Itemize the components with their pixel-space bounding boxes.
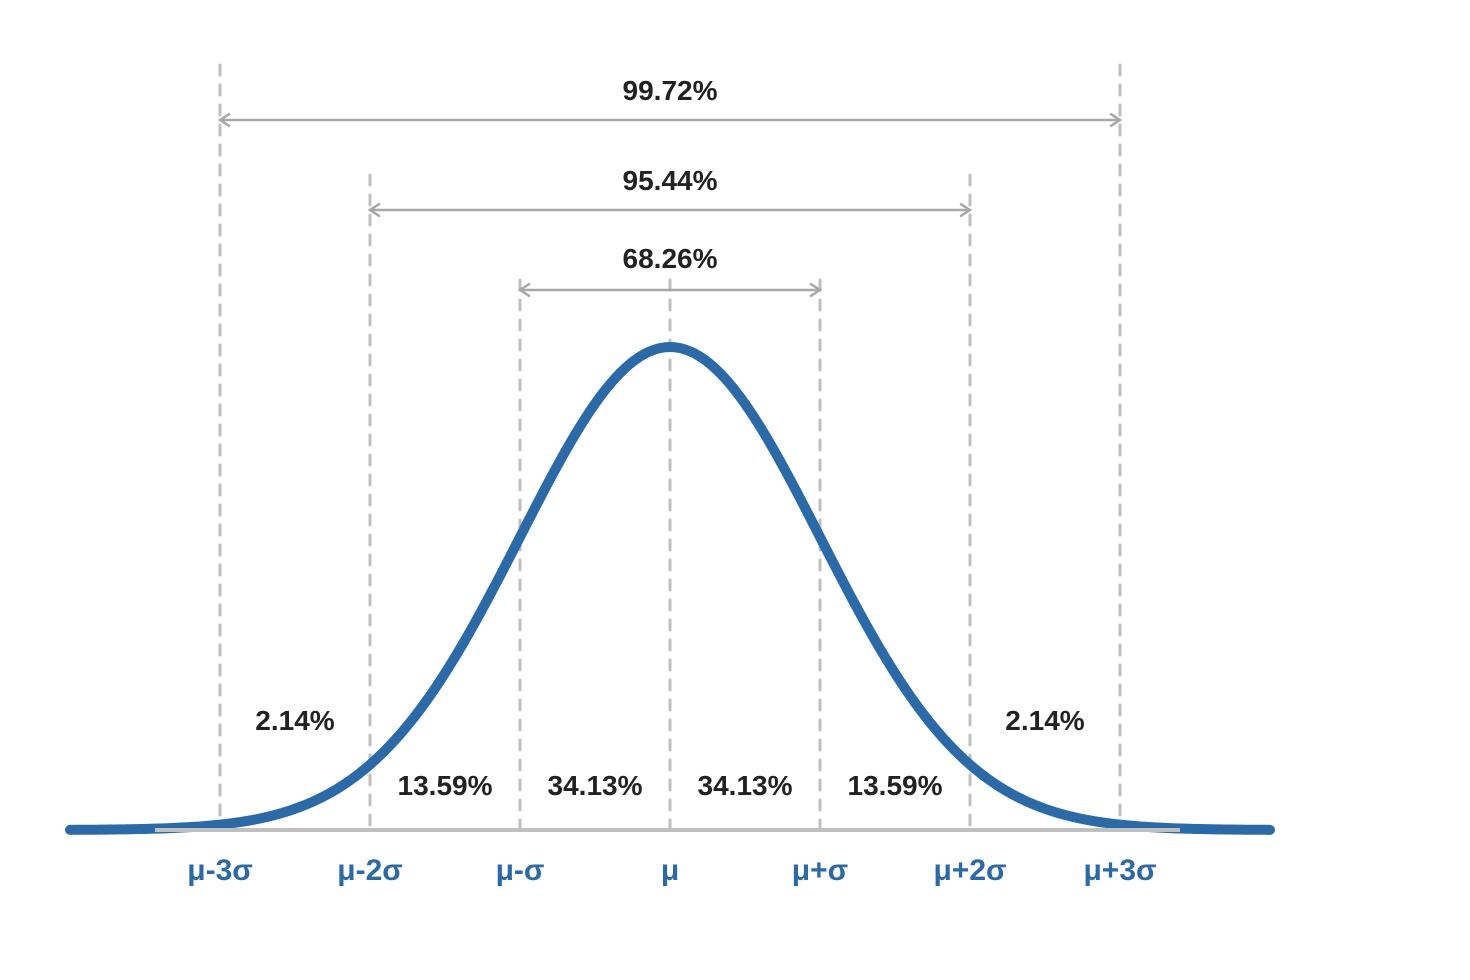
axis-label-sigma--3: μ-3σ (187, 854, 253, 887)
axis-label-sigma-0: μ (661, 854, 679, 887)
segment-percent-label-3: 34.13% (698, 770, 793, 801)
segment-percent-label-1: 13.59% (398, 770, 493, 801)
range-arrow-label-2: 68.26% (623, 243, 718, 274)
axis-label-sigma-1: μ+σ (792, 854, 848, 887)
range-arrow-label-1: 95.44% (623, 165, 718, 196)
range-arrow-labels: 99.72% 95.44% 68.26% (623, 75, 718, 274)
segment-percent-label-5: 2.14% (1005, 705, 1084, 736)
axis-label-sigma-3: μ+3σ (1083, 854, 1156, 887)
axis-label-sigma-2: μ+2σ (933, 854, 1006, 887)
x-axis-labels: μ-3σ μ-2σ μ-σ μ μ+σ μ+2σ μ+3σ (187, 854, 1156, 887)
axis-label-sigma--2: μ-2σ (337, 854, 403, 887)
range-arrow-label-0: 99.72% (623, 75, 718, 106)
segment-percent-label-2: 34.13% (548, 770, 643, 801)
axis-label-sigma--1: μ-σ (496, 854, 545, 887)
normal-distribution-diagram: 99.72% 95.44% 68.26% 2.14% 13.59% 34.13% 34.1… (0, 0, 1470, 980)
segment-percent-label-0: 2.14% (255, 705, 334, 736)
segment-percent-label-4: 13.59% (848, 770, 943, 801)
